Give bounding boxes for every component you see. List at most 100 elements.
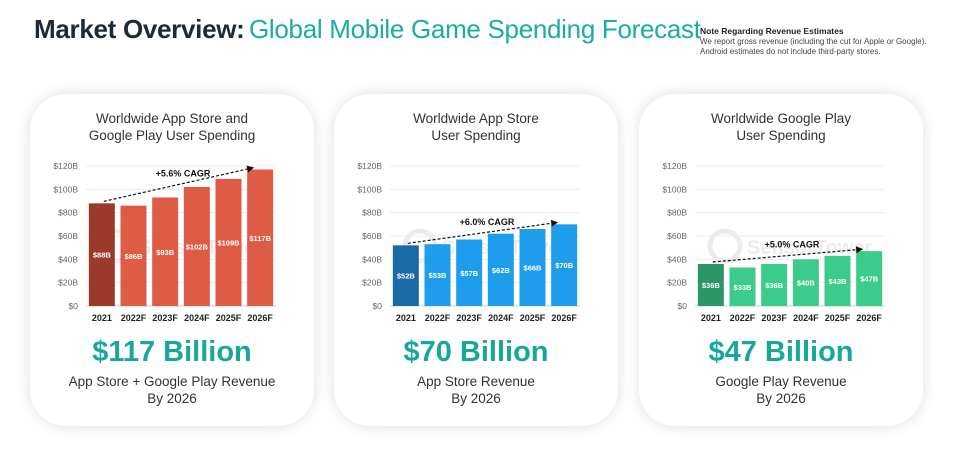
- note-line-1: We report gross revenue (including the c…: [700, 36, 927, 46]
- y-tick-label: $40B: [362, 254, 382, 264]
- y-tick-label: $120B: [53, 161, 78, 171]
- data-label: $36B: [765, 281, 784, 290]
- bar: [824, 255, 851, 306]
- headline-value: $70 Billion: [403, 336, 549, 368]
- caption-line-1: App Store Revenue: [417, 374, 535, 389]
- x-tick-label: 2021: [701, 313, 721, 323]
- y-tick-label: $60B: [362, 231, 382, 241]
- card-title: Worldwide App Store and Google Play User…: [30, 110, 314, 144]
- page-title-bold: Market Overview:: [34, 14, 245, 44]
- x-tick-label: 2024F: [184, 313, 210, 323]
- x-tick-label: 2025F: [216, 313, 242, 323]
- data-label: $93B: [156, 248, 175, 257]
- card-title-line-2: User Spending: [736, 128, 826, 143]
- y-tick-label: $100B: [357, 184, 382, 194]
- headline-caption: App Store + Google Play Revenue By 2026: [30, 373, 314, 407]
- y-tick-label: $20B: [667, 278, 687, 288]
- cagr-arrowhead-icon: [246, 165, 255, 173]
- data-label: $109B: [217, 238, 240, 247]
- data-label: $102B: [186, 243, 209, 252]
- y-tick-label: $20B: [362, 278, 382, 288]
- bar: [551, 224, 578, 306]
- headline-caption: Google Play Revenue By 2026: [639, 373, 923, 407]
- x-tick-label: 2025F: [520, 313, 546, 323]
- cagr-trend-line: [712, 248, 860, 263]
- bar: [792, 259, 819, 306]
- data-label: $70B: [555, 261, 574, 270]
- bar: [456, 239, 483, 306]
- x-tick-label: 2022F: [425, 313, 451, 323]
- x-tick-label: 2024F: [793, 313, 819, 323]
- x-tick-label: 2025F: [825, 313, 851, 323]
- card-title: Worldwide App Store User Spending: [334, 110, 618, 144]
- data-label: $86B: [125, 252, 144, 261]
- revenue-note: Note Regarding Revenue Estimates We repo…: [700, 26, 950, 58]
- note-line-2: Android estimates do not include third-p…: [700, 47, 881, 56]
- note-title: Note Regarding Revenue Estimates: [700, 26, 844, 36]
- cagr-label: +5.0% CAGR: [765, 240, 820, 250]
- chart-card-combined: Worldwide App Store and Google Play User…: [30, 94, 314, 426]
- data-label: $43B: [829, 277, 848, 286]
- data-label: $33B: [734, 283, 753, 292]
- y-tick-label: $80B: [362, 208, 382, 218]
- caption-line-1: App Store + Google Play Revenue: [68, 374, 276, 389]
- x-tick-label: 2026F: [856, 313, 882, 323]
- x-tick-label: 2023F: [456, 313, 482, 323]
- bar: [424, 244, 451, 306]
- y-tick-label: $20B: [58, 278, 78, 288]
- bar: [519, 229, 546, 306]
- bar: [697, 264, 724, 306]
- x-tick-label: 2021: [92, 313, 112, 323]
- bar: [247, 169, 274, 306]
- data-label: $53B: [429, 271, 448, 280]
- x-tick-label: 2023F: [761, 313, 787, 323]
- y-tick-label: $0: [373, 301, 383, 311]
- bar: [152, 197, 179, 306]
- y-tick-label: $60B: [667, 231, 687, 241]
- cagr-label: +5.6% CAGR: [156, 168, 211, 178]
- bar: [729, 267, 756, 306]
- headline-caption: App Store Revenue By 2026: [334, 373, 618, 407]
- bar-chart-combined: SensorTower$0$20B$40B$60B$80B$100B$120B$…: [53, 161, 276, 323]
- caption-line-2: By 2026: [451, 391, 501, 406]
- card-title-line-1: Worldwide Google Play: [710, 111, 852, 126]
- y-tick-label: $60B: [58, 231, 78, 241]
- y-tick-label: $80B: [58, 208, 78, 218]
- data-label: $47B: [860, 275, 879, 284]
- x-tick-label: 2024F: [488, 313, 514, 323]
- data-label: $52B: [397, 272, 416, 281]
- y-tick-label: $0: [678, 301, 688, 311]
- caption-line-1: Google Play Revenue: [715, 374, 847, 389]
- data-label: $40B: [797, 279, 816, 288]
- cagr-label: +6.0% CAGR: [460, 217, 515, 227]
- x-tick-label: 2022F: [121, 313, 147, 323]
- y-tick-label: $100B: [53, 184, 78, 194]
- page-title-light: Global Mobile Game Spending Forecast: [248, 14, 701, 44]
- bar: [88, 203, 115, 306]
- cagr-arrowhead-icon: [550, 219, 559, 227]
- chart-card-app-store: Worldwide App Store User Spending Sensor…: [334, 94, 618, 426]
- cagr-arrowhead-icon: [855, 246, 864, 254]
- bar: [856, 251, 883, 306]
- card-title-line-2: Google Play User Spending: [88, 128, 256, 143]
- card-title-line-2: User Spending: [431, 128, 521, 143]
- bar: [215, 178, 242, 306]
- y-tick-label: $120B: [357, 161, 382, 171]
- caption-line-2: By 2026: [147, 391, 197, 406]
- y-tick-label: $0: [69, 301, 79, 311]
- headline-value: $47 Billion: [708, 336, 854, 368]
- bar: [487, 233, 514, 306]
- data-label: $62B: [492, 266, 511, 275]
- bar: [392, 245, 419, 306]
- data-label: $117B: [249, 234, 271, 243]
- x-tick-label: 2021: [396, 313, 416, 323]
- card-title: Worldwide Google Play User Spending: [639, 110, 923, 144]
- page-header: Market Overview: Global Mobile Game Spen…: [34, 14, 701, 45]
- bar-chart-app-store: SensorTower$0$20B$40B$60B$80B$100B$120B$…: [357, 161, 580, 323]
- x-tick-label: 2026F: [551, 313, 577, 323]
- bar: [183, 187, 210, 306]
- x-tick-label: 2022F: [730, 313, 756, 323]
- x-tick-label: 2026F: [247, 313, 273, 323]
- data-label: $66B: [524, 264, 543, 273]
- data-label: $36B: [702, 281, 721, 290]
